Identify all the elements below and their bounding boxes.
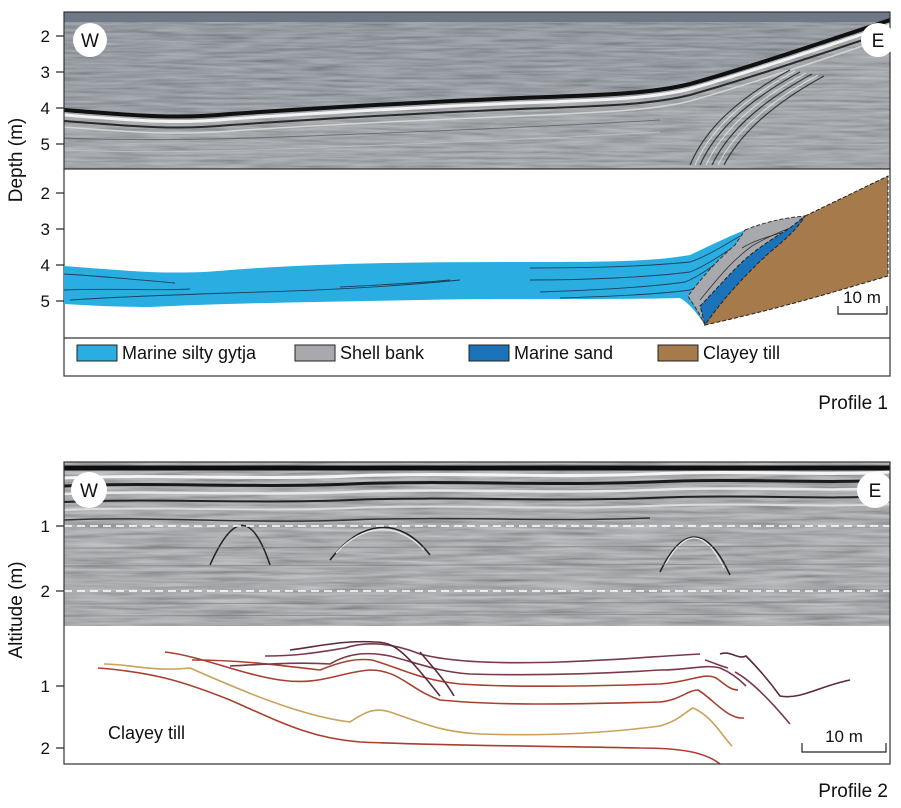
legend-label-shell-bank: Shell bank <box>340 343 425 363</box>
profile2-interpretation <box>97 640 851 765</box>
profile2-west-marker <box>71 472 107 508</box>
reflector-east <box>719 652 851 698</box>
profile2-interp-tick: 1 <box>41 677 50 696</box>
profile1-radar-tick: 4 <box>41 99 50 118</box>
profile1-axis: 2 3 4 5 2 3 4 5 <box>41 27 64 311</box>
profile2-axis: 1 2 1 2 <box>41 517 64 758</box>
legend-swatch-marine-sand <box>468 344 510 362</box>
reflector-red-2 <box>191 658 739 691</box>
profile2-unit-label: Clayey till <box>108 723 185 743</box>
profile2-scale-bar: 10 m <box>801 727 887 753</box>
profile1-interp-tick: 4 <box>41 256 50 275</box>
profile1-scale-label: 10 m <box>843 288 881 307</box>
profile2-frame <box>63 461 891 765</box>
profile2-east-marker <box>857 472 893 508</box>
profile1-interp-tick: 2 <box>41 184 50 203</box>
reflector-east-2 <box>734 671 791 725</box>
reflector-purple-1 <box>229 652 747 687</box>
profile2-label: Profile 2 <box>818 781 888 802</box>
legend-label-gytja: Marine silty gytja <box>122 343 257 363</box>
profile2-y-axis-label: Altitude (m) <box>6 561 27 658</box>
profile1-radar-tick: 5 <box>41 135 50 154</box>
profile1-y-axis-label: Depth (m) <box>6 118 27 202</box>
legend-swatch-shell-bank <box>294 344 336 362</box>
profile2-east-label: E <box>869 481 882 502</box>
profile1-east-label: E <box>872 31 885 52</box>
profile1-interp-tick: 5 <box>41 292 50 311</box>
reflector-purple-3 <box>289 640 441 697</box>
reflector-purple-2 <box>264 642 701 664</box>
reflector-deep-red <box>97 667 721 765</box>
profile1-radargram <box>64 12 890 169</box>
profile1-radar-tick: 3 <box>41 63 50 82</box>
profile2-radar-tick: 1 <box>41 517 50 536</box>
reflector-red-1 <box>164 651 745 719</box>
gytja-unit <box>64 230 745 325</box>
profile1-radar-tick: 2 <box>41 27 50 46</box>
profile2-interp-tick: 2 <box>41 739 50 758</box>
legend-swatch-gytja <box>76 344 118 362</box>
profile1-scale-bar: 10 m <box>837 288 888 315</box>
profile2-scale-label: 10 m <box>825 727 863 746</box>
profile2-west-label: W <box>80 481 98 502</box>
legend-label-clayey-till: Clayey till <box>703 343 780 363</box>
clayey-till-unit <box>703 175 889 326</box>
profile2-radargram <box>64 462 890 626</box>
reflector-ochre <box>103 663 733 747</box>
profile1-west-label: W <box>81 31 99 52</box>
profile1-label: Profile 1 <box>818 393 888 414</box>
reflector-purple-4 <box>419 651 455 697</box>
profile1-west-marker <box>73 23 107 57</box>
profile1-interpretation <box>63 175 889 326</box>
profile1-interp-tick: 3 <box>41 220 50 239</box>
profile1-east-marker <box>861 23 895 57</box>
reflector-east-3 <box>704 659 729 669</box>
legend-label-marine-sand: Marine sand <box>514 343 613 363</box>
profile2-radar-tick: 2 <box>41 582 50 601</box>
profile1-legend: Marine silty gytja Shell bank Marine san… <box>64 337 890 363</box>
legend-swatch-clayey-till <box>657 344 699 362</box>
